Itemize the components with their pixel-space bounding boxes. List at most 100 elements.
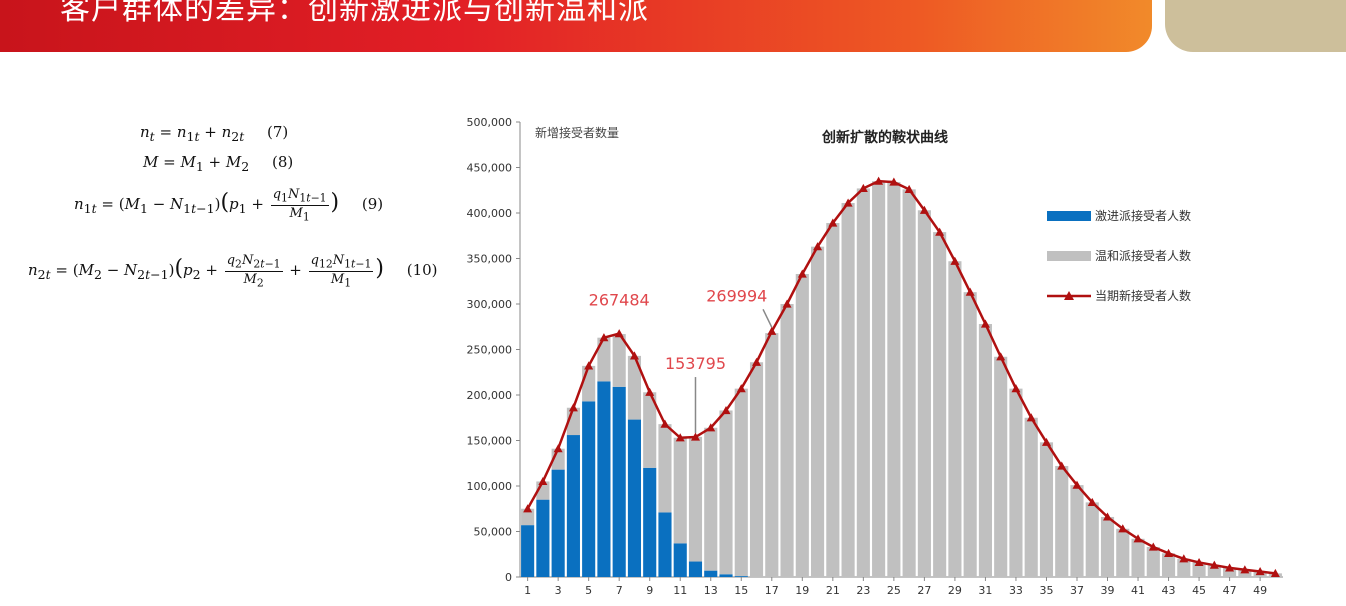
bar-moderate: [1116, 528, 1130, 577]
line-point-marker: [1011, 384, 1021, 393]
x-tick-label: 13: [704, 584, 718, 597]
bar-aggressive: [734, 576, 748, 577]
y-tick-label: 500,000: [467, 116, 513, 129]
line-point-marker: [1118, 524, 1128, 533]
x-tick-label: 33: [1009, 584, 1023, 597]
line-point-marker: [584, 361, 594, 370]
line-point-marker: [919, 205, 929, 214]
legend-swatch: [1047, 211, 1091, 221]
y-tick-label: 450,000: [467, 162, 513, 175]
bar-aggressive: [704, 570, 718, 577]
line-point-marker: [1164, 548, 1174, 557]
bar-moderate: [582, 365, 596, 402]
bar-moderate: [521, 508, 535, 526]
line-point-marker: [721, 405, 731, 415]
corner-decoration: [1165, 0, 1346, 52]
bar-moderate: [1024, 417, 1038, 577]
line-point-marker: [1255, 567, 1265, 576]
x-tick-label: 39: [1101, 584, 1115, 597]
bar-aggressive: [688, 561, 703, 577]
y-tick-label: 0: [505, 571, 512, 584]
x-tick-label: 47: [1223, 584, 1237, 597]
bar-moderate: [658, 424, 672, 513]
bar-moderate: [1085, 502, 1099, 577]
line-point-marker: [1072, 480, 1082, 489]
chart-labels: 267484 153795 269994: [589, 286, 773, 434]
bar-aggressive: [643, 467, 657, 577]
x-tick-label: 29: [948, 584, 962, 597]
line-point-marker: [1057, 461, 1067, 470]
x-tick-label: 43: [1162, 584, 1176, 597]
bar-moderate: [627, 355, 642, 420]
data-label: 153795: [665, 354, 726, 373]
legend-marker: [1064, 291, 1074, 300]
line-point-marker: [843, 198, 853, 207]
line-point-marker: [614, 329, 624, 338]
formula-9: n1t = (M1 − N1t−1)(p1 + q1N1t−1 M1) (9): [74, 187, 384, 224]
line-point-marker: [996, 352, 1006, 361]
header-banner: 客户群体的差异：创新激进派与创新温和派: [0, 0, 1152, 52]
line-point-marker: [858, 183, 868, 193]
legend-label: 激进派接受者人数: [1095, 208, 1191, 223]
bar-moderate: [872, 181, 886, 577]
line-point-marker: [782, 299, 792, 308]
y-axis-label: 新增接受者数量: [535, 125, 619, 140]
x-tick-label: 15: [734, 584, 748, 597]
y-tick-label: 250,000: [467, 344, 513, 357]
bar-moderate: [902, 189, 916, 577]
bar-moderate: [963, 292, 977, 577]
line-point-marker: [965, 287, 975, 296]
bar-aggressive: [627, 419, 642, 577]
bar-moderate: [765, 333, 779, 577]
legend-label: 当期新接受者人数: [1095, 288, 1191, 303]
formula-8-number: (8): [271, 153, 294, 171]
line-point-marker: [599, 333, 609, 342]
bar-aggressive: [673, 543, 687, 577]
line-point-marker: [874, 176, 884, 185]
x-tick-label: 7: [616, 584, 623, 597]
x-tick-label: 37: [1070, 584, 1084, 597]
bar-moderate: [826, 223, 840, 577]
bar-moderate: [688, 436, 703, 562]
bar-moderate: [933, 232, 947, 578]
x-tick-label: 35: [1039, 584, 1053, 597]
bar-moderate: [856, 188, 870, 577]
line-point-marker: [1026, 413, 1036, 422]
bar-aggressive: [612, 386, 626, 577]
line-point-marker: [1194, 557, 1204, 567]
x-tick-label: 19: [795, 584, 809, 597]
line-point-marker: [568, 403, 578, 412]
line-point-marker: [690, 432, 700, 441]
bar-moderate: [673, 437, 687, 544]
bar-moderate: [734, 388, 748, 577]
bar-moderate: [811, 246, 825, 578]
line-point-marker: [752, 357, 762, 366]
x-tick-label: 31: [978, 584, 992, 597]
bar-moderate: [1146, 546, 1160, 577]
bar-moderate: [1177, 558, 1191, 577]
bar-moderate: [948, 261, 962, 577]
formula-9-number: (9): [361, 195, 384, 214]
formula-10: n2t = (M2 − N2t−1)(p2 + q2N2t−1 M2 + q12N…: [28, 253, 438, 290]
bar-aggressive: [582, 401, 596, 577]
line-point-marker: [645, 387, 655, 396]
y-tick-label: 200,000: [467, 389, 513, 402]
bar-moderate: [612, 334, 626, 387]
chart-title: 创新扩散的鞍状曲线: [821, 129, 948, 146]
bar-aggressive: [719, 574, 733, 577]
line-point-marker: [538, 476, 548, 486]
page-title: 客户群体的差异：创新激进派与创新温和派: [60, 0, 649, 27]
bar-moderate: [1100, 516, 1115, 577]
line-point-marker: [980, 319, 990, 328]
y-tick-label: 300,000: [467, 298, 513, 311]
x-tick-label: 17: [765, 584, 779, 597]
bar-aggressive: [551, 469, 565, 577]
formula-7-number: (7): [267, 123, 289, 141]
y-tick-label: 150,000: [467, 435, 513, 448]
bar-moderate: [795, 273, 809, 577]
y-tick-label: 400,000: [467, 207, 513, 220]
bar-moderate: [1055, 465, 1069, 577]
line-point-marker: [1225, 563, 1235, 572]
bar-moderate: [749, 362, 764, 577]
